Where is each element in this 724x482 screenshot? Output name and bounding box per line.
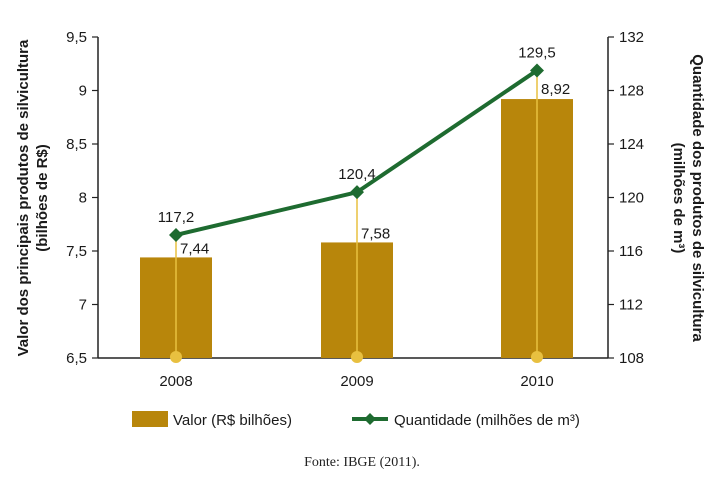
source-note: Fonte: IBGE (2011). <box>304 455 420 470</box>
legend: Valor (R$ bilhões) Quantidade (milhões d… <box>132 411 580 429</box>
legend-bar-swatch <box>132 411 168 427</box>
left-tick-label: 8 <box>79 190 87 207</box>
left-tick-label: 9,5 <box>66 29 87 46</box>
x-tick-label: 2008 <box>159 373 192 390</box>
line-value-label: 120,4 <box>338 166 376 183</box>
right-tick-label: 116 <box>619 243 643 260</box>
left-y-axis-title-line2: (bilhões de R$) <box>34 144 51 252</box>
quantity-point <box>530 63 544 78</box>
right-tick-label: 132 <box>619 29 644 46</box>
bar-value-label: 7,58 <box>361 225 390 242</box>
right-y-axis-title-line1: Quantidade dos produtos de silvicultura <box>689 54 706 342</box>
data-labels: 7,44 7,58 8,92 117,2 120,4 129,5 <box>158 44 570 257</box>
legend-line-marker <box>364 413 376 425</box>
quantity-point <box>350 185 364 200</box>
right-y-ticks: 108 112 116 120 124 128 132 <box>608 29 644 367</box>
right-tick-label: 120 <box>619 190 644 207</box>
quantity-line-layer <box>169 63 544 363</box>
drop-line-base-marker <box>170 351 182 363</box>
line-value-label: 117,2 <box>158 209 194 226</box>
right-y-axis-title-line2: (milhões de m³) <box>670 143 687 254</box>
right-tick-label: 124 <box>619 136 644 153</box>
bar-value-label: 8,92 <box>541 81 570 98</box>
left-y-ticks: 6,5 7 7,5 8 8,5 9 9,5 <box>66 29 98 367</box>
left-tick-label: 7 <box>79 297 87 314</box>
bar-value-label: 7,44 <box>180 240 209 257</box>
drop-line-base-marker <box>351 351 363 363</box>
x-tick-labels: 2008 2009 2010 <box>159 373 553 390</box>
left-tick-label: 8,5 <box>66 136 87 153</box>
line-value-label: 129,5 <box>518 44 556 61</box>
left-tick-label: 7,5 <box>66 243 87 260</box>
left-y-axis-title-line1: Valor dos principais produtos de silvicu… <box>15 39 32 356</box>
x-tick-label: 2009 <box>340 373 373 390</box>
right-tick-label: 112 <box>619 297 643 314</box>
quantity-point <box>169 227 183 242</box>
right-tick-label: 108 <box>619 350 644 367</box>
x-tick-label: 2010 <box>520 373 553 390</box>
legend-bar-label: Valor (R$ bilhões) <box>173 412 292 429</box>
legend-line-label: Quantidade (milhões de m³) <box>394 412 580 429</box>
right-tick-label: 128 <box>619 83 644 100</box>
left-tick-label: 6,5 <box>66 350 87 367</box>
drop-line-base-marker <box>531 351 543 363</box>
left-tick-label: 9 <box>79 83 87 100</box>
